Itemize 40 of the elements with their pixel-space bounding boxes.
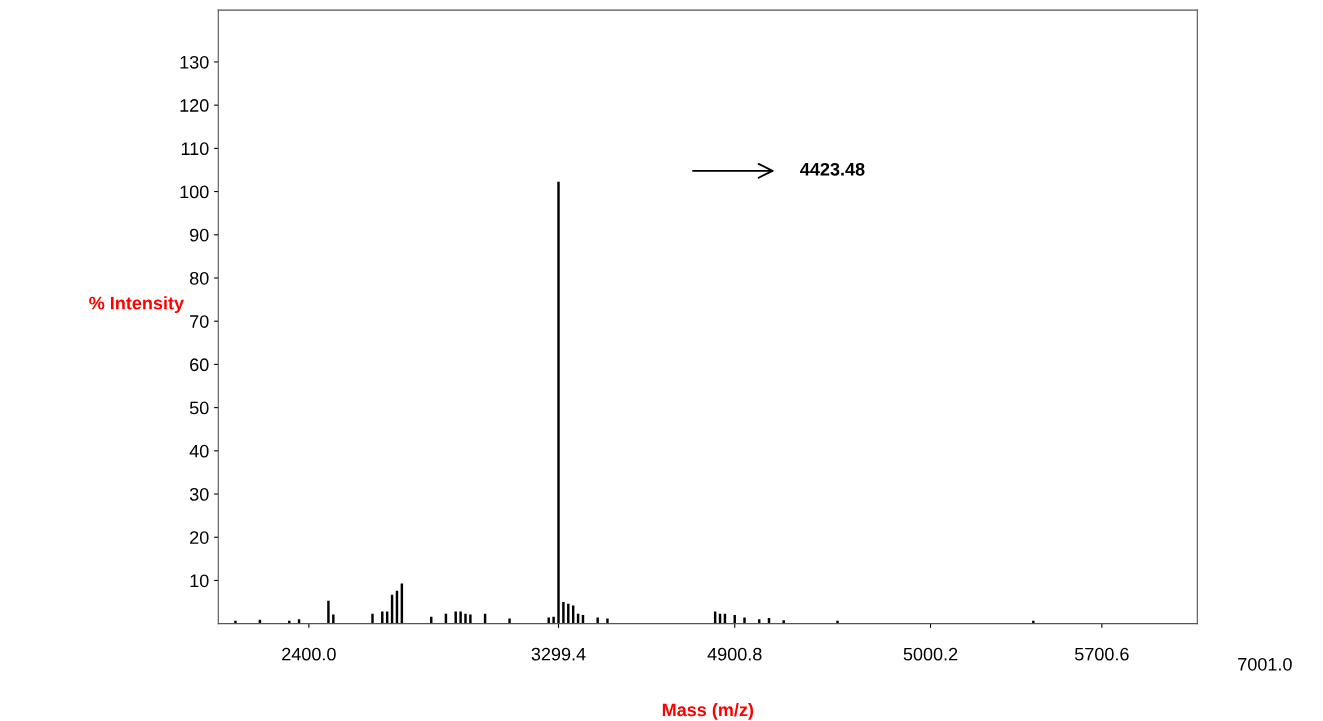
y-tick-label: 50 xyxy=(189,401,209,415)
y-tick-label: 130 xyxy=(180,55,209,69)
y-tick-label: 10 xyxy=(190,574,209,588)
y-tick-label: 30 xyxy=(189,487,209,501)
y-tick-label: 70 xyxy=(190,315,209,328)
y-tick-label: 90 xyxy=(190,228,209,242)
bar xyxy=(552,616,555,624)
y-tick-label: 80 xyxy=(189,271,209,285)
bar xyxy=(562,602,565,624)
bar xyxy=(381,611,384,624)
x-tick-label: 2400.0 xyxy=(282,647,336,661)
x-tick-label: 5000.2 xyxy=(903,647,958,661)
x-tick-label: 4900.8 xyxy=(707,647,762,661)
bar xyxy=(606,618,609,624)
x-tick-label: 5700.6 xyxy=(1074,647,1129,661)
y-tick-label: 100 xyxy=(180,185,209,199)
bar xyxy=(459,611,462,624)
bar xyxy=(743,617,746,624)
bar xyxy=(547,617,550,624)
y-tick-label: 20 xyxy=(190,531,209,544)
x-axis-title: Mass (m/z) xyxy=(662,703,754,720)
y-tick-label: 120 xyxy=(180,99,209,112)
bar xyxy=(327,600,330,624)
bar xyxy=(557,181,560,624)
bar xyxy=(508,618,511,624)
y-tick-label: 40 xyxy=(189,444,209,458)
bar xyxy=(332,614,335,624)
y-tick-label: 110 xyxy=(181,142,209,156)
y-axis-title: % Intensity xyxy=(89,296,184,314)
bar xyxy=(454,611,457,624)
bar xyxy=(371,613,374,624)
bar xyxy=(469,614,472,624)
bar xyxy=(567,603,570,624)
x-tick-label: 3299.4 xyxy=(531,647,586,661)
annotation: 4423.48 xyxy=(800,162,865,176)
bar xyxy=(782,620,785,624)
text: 7001.0 xyxy=(1238,657,1292,671)
bar xyxy=(596,617,599,624)
bar xyxy=(464,613,467,624)
y-tick-label: 60 xyxy=(190,358,209,372)
